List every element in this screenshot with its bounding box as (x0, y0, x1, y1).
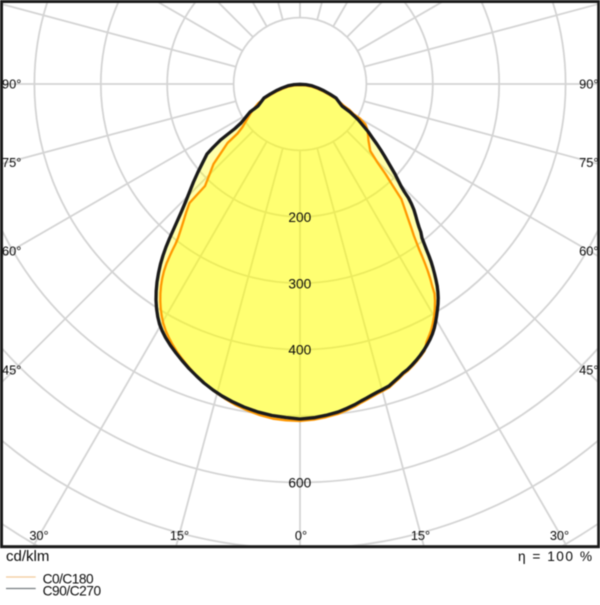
svg-text:600: 600 (288, 476, 311, 491)
svg-text:300: 300 (288, 277, 311, 292)
svg-text:90°: 90° (2, 77, 21, 92)
svg-text:75°: 75° (579, 155, 598, 170)
svg-text:45°: 45° (579, 363, 598, 378)
svg-text:15°: 15° (411, 528, 430, 543)
svg-text:0°: 0° (295, 528, 307, 543)
svg-text:30°: 30° (29, 528, 48, 543)
svg-text:C90/C270: C90/C270 (43, 584, 102, 599)
svg-text:15°: 15° (170, 528, 189, 543)
svg-text:200: 200 (288, 210, 311, 225)
svg-text:60°: 60° (2, 244, 21, 259)
svg-text:30°: 30° (550, 528, 569, 543)
svg-text:90°: 90° (579, 77, 598, 92)
svg-text:400: 400 (288, 343, 311, 358)
svg-text:45°: 45° (2, 363, 21, 378)
svg-text:75°: 75° (2, 155, 21, 170)
svg-text:60°: 60° (579, 244, 598, 259)
svg-text:cd/klm: cd/klm (6, 548, 49, 565)
